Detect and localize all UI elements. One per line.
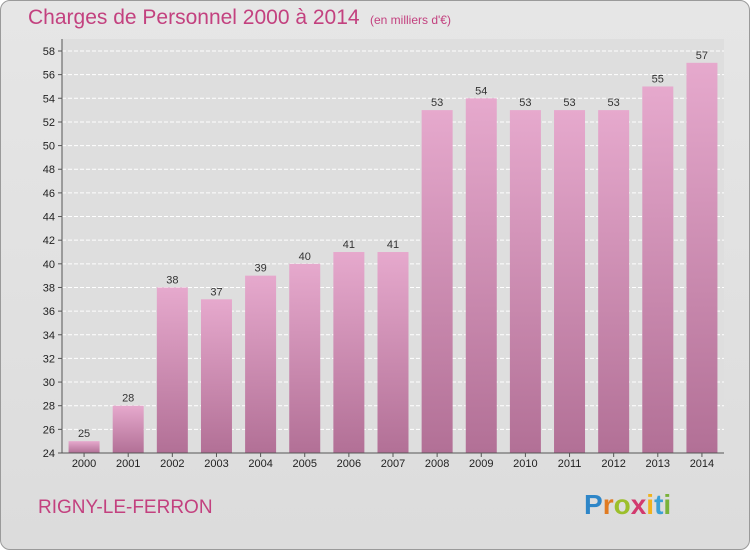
x-tick-label: 2008	[425, 458, 449, 470]
data-label: 53	[563, 97, 575, 109]
x-tick-label: 2005	[292, 458, 316, 470]
logo-letter: i	[663, 489, 672, 520]
y-tick-label: 52	[43, 117, 55, 129]
x-tick-label: 2006	[337, 458, 361, 470]
y-tick-label: 56	[43, 70, 55, 82]
chart-title: Charges de Personnel 2000 à 2014	[28, 6, 360, 29]
y-tick-label: 34	[43, 330, 55, 342]
logo-letter: o	[613, 489, 631, 520]
y-tick-label: 58	[43, 46, 55, 58]
chart-subtitle: (en milliers d'€)	[370, 13, 451, 27]
data-label: 54	[475, 85, 487, 97]
data-label: 53	[608, 97, 620, 109]
bar	[333, 252, 365, 453]
bar	[156, 287, 188, 453]
bar	[68, 441, 100, 453]
logo-letter: t	[654, 489, 664, 520]
x-tick-label: 2000	[72, 458, 96, 470]
data-label: 53	[519, 97, 531, 109]
data-label: 41	[387, 239, 399, 251]
data-label: 41	[343, 239, 355, 251]
x-tick-label: 2002	[160, 458, 184, 470]
bar	[686, 62, 718, 454]
x-tick-label: 2007	[381, 458, 405, 470]
y-tick-label: 42	[43, 235, 55, 247]
bar	[642, 86, 674, 454]
proxiti-logo: Proxiti	[584, 489, 671, 523]
data-label: 37	[210, 286, 222, 298]
x-tick-label: 2009	[469, 458, 493, 470]
commune-name: RIGNY-LE-FERRON	[38, 497, 213, 518]
data-label: 25	[78, 428, 90, 440]
y-tick-label: 40	[43, 259, 55, 271]
x-tick-label: 2014	[690, 458, 714, 470]
y-axis: 24 26 28 30 32 34 36 38 40 42 44 46 48 50 52 54 56 58	[43, 39, 63, 460]
data-label: 28	[122, 393, 134, 405]
bar	[509, 110, 541, 453]
x-tick-label: 2013	[646, 458, 670, 470]
y-tick-label: 46	[43, 188, 55, 200]
data-label: 40	[299, 251, 311, 263]
x-tick-label: 2003	[204, 458, 228, 470]
y-tick-label: 48	[43, 164, 55, 176]
logo-letter: i	[646, 489, 655, 520]
x-tick-label: 2010	[513, 458, 537, 470]
y-tick-label: 44	[43, 212, 55, 224]
logo-letter: P	[584, 489, 603, 520]
y-tick-label: 26	[43, 424, 55, 436]
x-axis: 2000 2001 2002 2003 2004 2005 2006 2007 2008 2009…	[62, 452, 724, 470]
x-tick-label: 2011	[558, 458, 582, 470]
x-tick-label: 2001	[116, 458, 140, 470]
y-tick-label: 24	[43, 448, 55, 460]
data-label: 57	[696, 50, 708, 62]
y-tick-label: 38	[43, 282, 55, 294]
data-label: 38	[166, 274, 178, 286]
bar	[289, 263, 321, 453]
bar	[377, 252, 409, 453]
y-tick-label: 50	[43, 141, 55, 153]
y-tick-label: 32	[43, 353, 55, 365]
x-tick-label: 2012	[601, 458, 625, 470]
x-tick-label: 2004	[248, 458, 272, 470]
y-tick-label: 54	[43, 93, 55, 105]
data-label: 55	[652, 73, 664, 85]
bar	[245, 275, 277, 453]
bars: 25 28 38 37 39 40 41 41 53 54 53 53 53 55 57	[68, 50, 718, 454]
y-tick-label: 36	[43, 306, 55, 318]
bar	[465, 98, 497, 453]
bar	[598, 110, 630, 453]
data-label: 53	[431, 97, 443, 109]
bar	[112, 405, 144, 453]
bar	[421, 110, 453, 453]
logo-letter: x	[630, 489, 647, 520]
y-tick-label: 30	[43, 377, 55, 389]
bar	[554, 110, 586, 453]
bar	[200, 299, 232, 453]
y-tick-label: 28	[43, 401, 55, 413]
data-label: 39	[254, 263, 266, 275]
logo-letter: r	[602, 489, 614, 520]
